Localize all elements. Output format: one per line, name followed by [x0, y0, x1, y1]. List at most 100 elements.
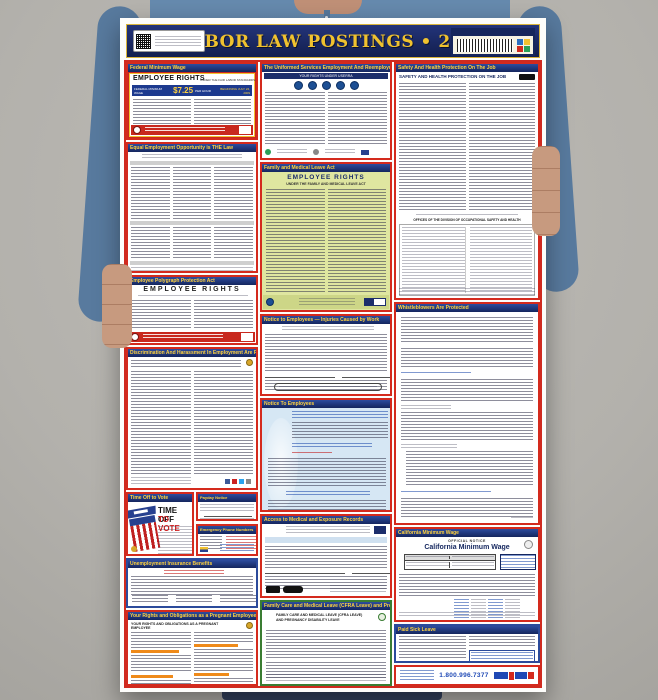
text-block: [131, 167, 170, 219]
section-medical-exposure-records: Access to Medical and Exposure Records: [260, 514, 392, 598]
text-block: [279, 386, 377, 389]
poster-footer-bar: 1.800.996.7377: [394, 665, 540, 686]
subheading-line: [401, 444, 457, 448]
section-safety-health-protection: Safety And Health Protection On The Job …: [394, 62, 540, 300]
form-line: [265, 571, 345, 574]
dol-seal-icon: [133, 126, 141, 134]
text-block: [143, 334, 223, 340]
orange-subheading: [131, 675, 173, 678]
dol-seal-icon: [131, 333, 139, 341]
flsa-title: EMPLOYEE RIGHTS: [133, 75, 205, 82]
minwage-rate-table: [404, 554, 496, 570]
whd-logo: [364, 298, 386, 306]
text-block: [299, 298, 355, 306]
userra-footer-logos: [265, 148, 387, 156]
flsa-rate-band: FEDERAL MINIMUM WAGE $7.25 PER HOUR BEGI…: [132, 85, 252, 96]
text-block: [399, 574, 535, 596]
text-block: [286, 491, 370, 497]
text-block: [470, 652, 533, 659]
text-block: [214, 227, 254, 259]
gold-seal-icon: [131, 546, 137, 552]
osha-offices-table: [399, 224, 535, 296]
text-block: [282, 326, 374, 332]
link-text-line: [401, 491, 491, 494]
state-flag-icon: [200, 547, 208, 552]
vote-title-line1: TIME OFF: [158, 506, 178, 524]
poster-frame: [124, 60, 542, 688]
numbered-list-text: [406, 451, 533, 487]
text-block: [399, 288, 535, 296]
table-body-row: [405, 561, 495, 569]
upc-label: [451, 28, 535, 56]
cal-osha-logo: [283, 586, 303, 593]
poster-content: Federal Minimum Wage EMPLOYEE RIGHTS UND…: [126, 62, 540, 686]
text-block: [327, 92, 387, 146]
highlight-band: [265, 537, 387, 543]
text-block: [330, 585, 386, 593]
eeo-body-text: [131, 227, 254, 259]
cfra-title: FAMILY CARE AND MEDICAL LEAVE (CFRA LEAV…: [276, 613, 363, 622]
text-block: [200, 536, 222, 550]
youtube-icon: [232, 479, 237, 484]
qr-code-icon: [136, 34, 151, 49]
eeo-divider-band: [130, 261, 254, 265]
text-block: [401, 348, 533, 368]
userra-service-branch-icons: [262, 81, 390, 90]
text-block: [131, 576, 253, 596]
esgr-logo-icon: [265, 149, 271, 155]
section-header: Time Off to Vote: [128, 494, 192, 502]
section-cfra-pregnancy-disability: Family Care and Medical Leave (CFRA Leav…: [260, 600, 392, 686]
polygraph-title: EMPLOYEE RIGHTS: [143, 286, 241, 293]
brand-logo: [494, 671, 534, 680]
text-block: [193, 99, 251, 124]
fmla-title: EMPLOYEE RIGHTS: [287, 174, 365, 181]
section-fmla: Family and Medical Leave Act EMPLOYEE RI…: [260, 162, 392, 312]
section-header: Payday Notice: [198, 494, 256, 502]
text-block: [399, 636, 466, 659]
text-block: [131, 680, 191, 684]
section-whistleblowers-protected: Whistleblowers Are Protected: [394, 302, 540, 525]
eeo-divider-band: [130, 221, 254, 225]
upc-header-strip: [453, 30, 533, 36]
osha-body-text: [399, 83, 535, 211]
flag-logo-icon: [361, 149, 369, 155]
section-header: Family and Medical Leave Act: [262, 164, 390, 172]
shirt-button: [325, 16, 328, 19]
fmla-footer-band: [263, 295, 389, 309]
form-line: [342, 375, 390, 378]
dfeh-seal-icon: [246, 359, 253, 366]
text-column: [468, 636, 535, 661]
table-cell: [406, 556, 450, 559]
facebook-icon: [225, 479, 230, 484]
poster-title: LABOR LAW POSTINGS • 2018: [178, 32, 488, 52]
subheading-line: [401, 405, 451, 409]
section-unemployment-insurance: Unemployment Insurance Benefits: [126, 558, 258, 608]
text-block: [266, 662, 386, 678]
twitter-icon: [239, 479, 244, 484]
flsa-footer-band: [131, 125, 253, 135]
polygraph-subtitle-line: [138, 295, 248, 298]
branch-seal-icon: [307, 81, 317, 90]
brand-logo-block: [528, 672, 534, 679]
text-block: [292, 452, 332, 455]
dfeh-seal-icon: [378, 613, 386, 621]
form-line: [352, 571, 390, 574]
fmla-body-text: [266, 189, 386, 292]
branch-seal-icon: [335, 81, 345, 90]
text-block: [265, 380, 387, 390]
text-block: [265, 546, 387, 568]
fmla-subtitle: UNDER THE FAMILY AND MEDICAL LEAVE ACT: [286, 182, 366, 186]
text-block: [265, 92, 325, 146]
table-header-row: [405, 555, 495, 561]
official-notice-label: OFFICIAL NOTICE: [448, 539, 486, 543]
text-column: [131, 632, 191, 684]
text-block: [131, 300, 191, 330]
text-block: [131, 477, 191, 485]
section-california-minimum-wage: California Minimum Wage OFFICIAL NOTICE …: [394, 527, 540, 622]
revision-note: [511, 517, 533, 520]
whd-box-icon: [374, 526, 386, 534]
notice-pill: [274, 383, 382, 391]
text-block: [131, 371, 191, 474]
orange-subheading: [131, 650, 179, 653]
